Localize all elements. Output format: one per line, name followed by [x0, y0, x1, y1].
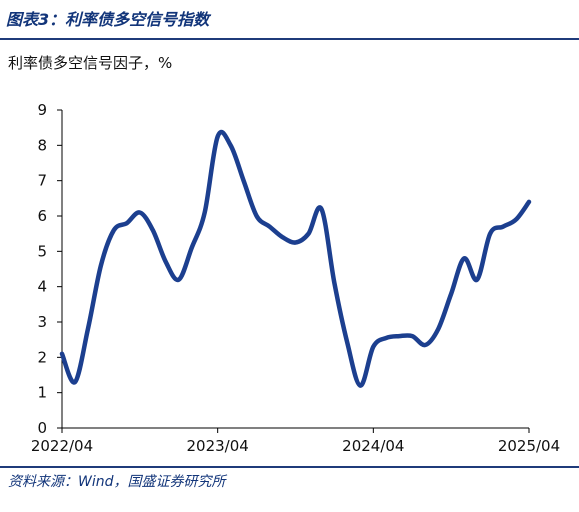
x-tick-label: 2023/04: [187, 437, 249, 455]
x-tick-label: 2025/04: [498, 437, 560, 455]
chart-axes: [61, 110, 529, 429]
y-tick-label: 7: [37, 172, 47, 190]
line-chart: 0 1 2 3 4 5 6 7 8 9 2022/04 2023/04 2024/04 2025/04: [31, 101, 560, 455]
y-tick-label: 4: [37, 278, 47, 296]
y-tick-label: 5: [37, 242, 47, 260]
figure-title: 图表3：利率债多空信号指数: [6, 10, 210, 29]
series-line: [59, 129, 532, 388]
chart-title: 利率债多空信号因子，%: [8, 54, 173, 72]
y-axis-ticks: 0 1 2 3 4 5 6 7 8 9: [37, 101, 62, 437]
bottom-rule: [0, 466, 579, 468]
y-tick-label: 2: [37, 348, 47, 366]
x-tick-label: 2024/04: [342, 437, 404, 455]
y-tick-label: 1: [37, 384, 47, 402]
x-tick-label: 2022/04: [31, 437, 93, 455]
y-tick-label: 0: [37, 419, 47, 437]
y-tick-label: 3: [37, 313, 47, 331]
y-tick-label: 9: [37, 101, 47, 119]
plot-area: [59, 129, 532, 388]
top-rule: [0, 38, 579, 40]
y-tick-label: 6: [37, 207, 47, 225]
x-axis-ticks: 2022/04 2023/04 2024/04 2025/04: [31, 428, 560, 455]
source-note: 资料来源：Wind，国盛证券研究所: [8, 474, 226, 490]
y-tick-label: 8: [37, 136, 47, 154]
